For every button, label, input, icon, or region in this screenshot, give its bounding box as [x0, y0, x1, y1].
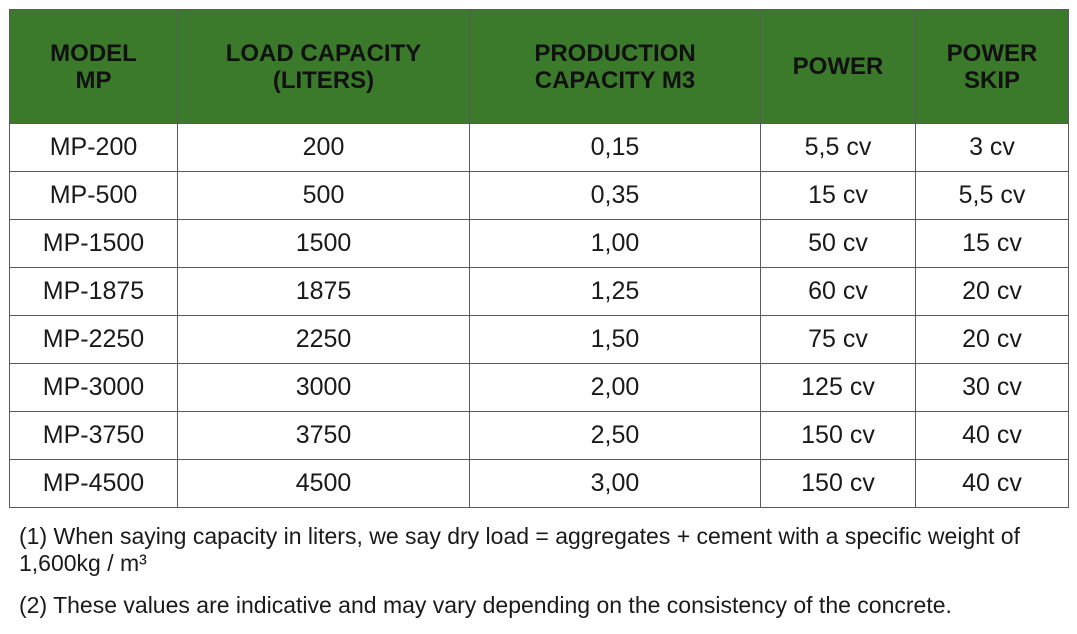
cell-load-capacity: 3750 — [177, 411, 470, 460]
table-row: MP-1500 1500 1,00 50 cv 15 cv — [9, 219, 1069, 268]
cell-model: MP-1875 — [9, 267, 178, 316]
header-row: MODEL MP LOAD CAPACITY (LITERS) PRODUCTI… — [9, 9, 1069, 124]
table-row: MP-500 500 0,35 15 cv 5,5 cv — [9, 171, 1069, 220]
header-production-capacity: PRODUCTION CAPACITY M3 — [469, 9, 761, 124]
cell-model: MP-3000 — [9, 363, 178, 412]
cell-production-capacity: 3,00 — [469, 459, 761, 508]
cell-power-skip: 20 cv — [915, 315, 1069, 364]
cell-load-capacity: 200 — [177, 123, 470, 172]
table-row: MP-2250 2250 1,50 75 cv 20 cv — [9, 315, 1069, 364]
cell-model: MP-1500 — [9, 219, 178, 268]
cell-power: 5,5 cv — [760, 123, 916, 172]
cell-load-capacity: 500 — [177, 171, 470, 220]
cell-power-skip: 40 cv — [915, 411, 1069, 460]
cell-power-skip: 40 cv — [915, 459, 1069, 508]
cell-power-skip: 30 cv — [915, 363, 1069, 412]
header-model: MODEL MP — [9, 9, 178, 124]
table-row: MP-1875 1875 1,25 60 cv 20 cv — [9, 267, 1069, 316]
cell-model: MP-4500 — [9, 459, 178, 508]
cell-production-capacity: 0,35 — [469, 171, 761, 220]
cell-production-capacity: 2,00 — [469, 363, 761, 412]
cell-production-capacity: 1,25 — [469, 267, 761, 316]
table-row: MP-200 200 0,15 5,5 cv 3 cv — [9, 123, 1069, 172]
specifications-table: MODEL MP LOAD CAPACITY (LITERS) PRODUCTI… — [9, 9, 1069, 508]
cell-production-capacity: 1,50 — [469, 315, 761, 364]
cell-model: MP-2250 — [9, 315, 178, 364]
cell-load-capacity: 1875 — [177, 267, 470, 316]
cell-power-skip: 15 cv — [915, 219, 1069, 268]
cell-load-capacity: 2250 — [177, 315, 470, 364]
header-load-capacity: LOAD CAPACITY (LITERS) — [177, 9, 470, 124]
cell-power-skip: 5,5 cv — [915, 171, 1069, 220]
footnote-dry-load: (1) When saying capacity in liters, we s… — [19, 523, 1020, 576]
footnote-indicative-values: (2) These values are indicative and may … — [19, 592, 952, 618]
cell-power: 75 cv — [760, 315, 916, 364]
cell-power-skip: 3 cv — [915, 123, 1069, 172]
table-row: MP-3750 3750 2,50 150 cv 40 cv — [9, 411, 1069, 460]
cell-power: 60 cv — [760, 267, 916, 316]
cell-power: 150 cv — [760, 411, 916, 460]
cell-load-capacity: 1500 — [177, 219, 470, 268]
header-power-skip: POWER SKIP — [915, 9, 1069, 124]
cell-power: 150 cv — [760, 459, 916, 508]
cell-model: MP-500 — [9, 171, 178, 220]
cell-production-capacity: 1,00 — [469, 219, 761, 268]
header-power: POWER — [760, 9, 916, 124]
table-row: MP-4500 4500 3,00 150 cv 40 cv — [9, 459, 1069, 508]
cell-production-capacity: 0,15 — [469, 123, 761, 172]
cell-power: 50 cv — [760, 219, 916, 268]
cell-power: 125 cv — [760, 363, 916, 412]
cell-model: MP-3750 — [9, 411, 178, 460]
cell-power-skip: 20 cv — [915, 267, 1069, 316]
table-row: MP-3000 3000 2,00 125 cv 30 cv — [9, 363, 1069, 412]
cell-model: MP-200 — [9, 123, 178, 172]
cell-load-capacity: 3000 — [177, 363, 470, 412]
cell-load-capacity: 4500 — [177, 459, 470, 508]
footnotes: (1) When saying capacity in liters, we s… — [19, 523, 1059, 619]
cell-production-capacity: 2,50 — [469, 411, 761, 460]
cell-power: 15 cv — [760, 171, 916, 220]
